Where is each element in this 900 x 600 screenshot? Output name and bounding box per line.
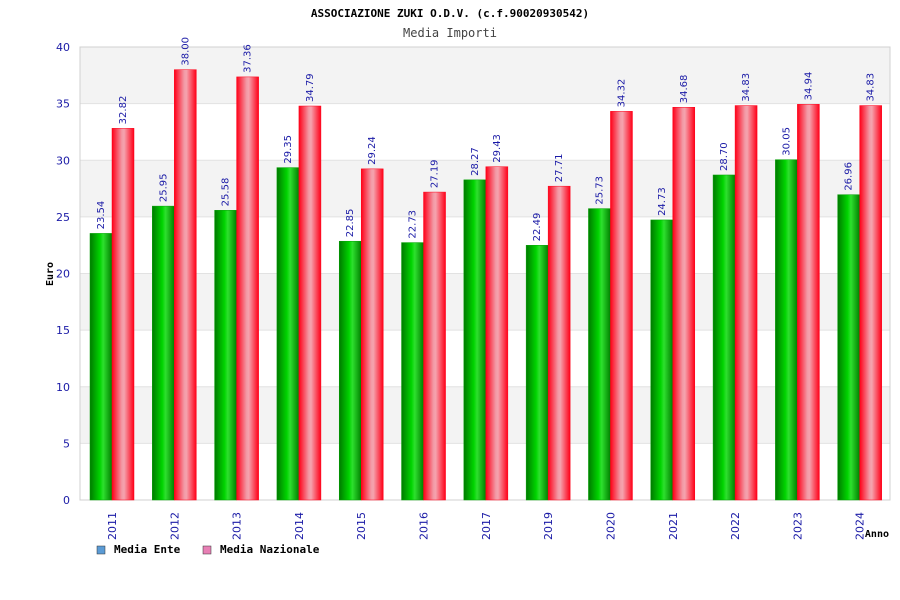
value-label-media-ente: 24.73 xyxy=(657,187,668,216)
y-tick-label: 35 xyxy=(56,98,70,111)
x-tick-label: 2015 xyxy=(355,512,368,540)
value-label-media-nazionale: 34.68 xyxy=(679,75,690,104)
bar-media-nazionale xyxy=(672,106,696,501)
x-tick-label: 2016 xyxy=(418,512,431,540)
bar-media-nazionale xyxy=(298,105,322,501)
value-label-media-nazionale: 34.32 xyxy=(616,79,627,108)
bar-media-nazionale xyxy=(485,166,509,501)
bar-media-nazionale xyxy=(423,191,446,501)
bar-media-ente xyxy=(89,233,113,501)
bar-media-nazionale xyxy=(859,105,882,501)
value-label-media-ente: 28.70 xyxy=(719,142,730,171)
bar-media-ente xyxy=(152,205,175,501)
bar-media-ente xyxy=(525,245,549,501)
chart-subtitle: Media Importi xyxy=(403,26,497,40)
bar-media-nazionale xyxy=(360,168,384,501)
legend-label-media-nazionale: Media Nazionale xyxy=(220,543,320,556)
x-tick-label: 2019 xyxy=(542,512,555,540)
value-label-media-nazionale: 34.79 xyxy=(305,73,316,102)
y-tick-label: 20 xyxy=(56,268,70,281)
plot-band xyxy=(80,47,890,104)
value-label-media-ente: 25.95 xyxy=(158,173,169,202)
value-label-media-nazionale: 34.83 xyxy=(741,73,752,102)
bar-media-ente xyxy=(276,167,300,501)
bar-media-ente xyxy=(338,240,362,501)
x-tick-label: 2017 xyxy=(480,512,493,540)
legend-label-media-ente: Media Ente xyxy=(114,543,181,556)
value-label-media-ente: 23.54 xyxy=(96,201,107,230)
value-label-media-nazionale: 29.43 xyxy=(492,134,503,163)
x-tick-label: 2020 xyxy=(604,512,617,540)
bar-media-nazionale xyxy=(174,69,197,501)
bars xyxy=(89,69,882,501)
chart-title: ASSOCIAZIONE ZUKI O.D.V. (c.f.9002093054… xyxy=(311,7,589,20)
y-tick-label: 0 xyxy=(63,494,70,507)
legend-swatch-media-ente xyxy=(96,545,106,555)
value-labels: 23.54 32.82 25.95 38.00 25.58 37.36 29.35 34.79… xyxy=(96,37,877,241)
value-label-media-nazionale: 27.19 xyxy=(430,159,441,188)
bar-media-nazionale xyxy=(111,128,135,501)
bar-media-ente xyxy=(650,219,674,501)
bar-media-nazionale xyxy=(734,105,758,501)
value-label-media-ente: 22.85 xyxy=(345,209,356,238)
value-label-media-nazionale: 32.82 xyxy=(118,96,129,125)
value-label-media-nazionale: 37.36 xyxy=(243,44,254,73)
y-tick-label: 15 xyxy=(56,324,70,337)
value-label-media-ente: 29.35 xyxy=(283,135,294,164)
x-tick-label: 2011 xyxy=(106,512,119,540)
bar-media-ente xyxy=(588,208,611,501)
x-tick-label: 2014 xyxy=(293,512,306,540)
value-label-media-ente: 30.05 xyxy=(781,127,792,156)
bar-media-ente xyxy=(712,174,736,501)
y-tick-label: 25 xyxy=(56,211,70,224)
x-tick-label: 2023 xyxy=(791,512,804,540)
bar-media-nazionale xyxy=(610,111,633,501)
bar-media-nazionale xyxy=(797,104,820,501)
value-label-media-nazionale: 38.00 xyxy=(180,37,191,66)
x-tick-label: 2021 xyxy=(667,512,680,540)
value-label-media-nazionale: 34.83 xyxy=(866,73,877,102)
value-label-media-nazionale: 29.24 xyxy=(367,136,378,165)
bar-media-nazionale xyxy=(236,76,259,501)
bar-media-ente xyxy=(775,159,798,501)
bar-media-ente xyxy=(401,242,424,501)
x-tick-label: 2022 xyxy=(729,512,742,540)
x-tick-label: 2013 xyxy=(231,512,244,540)
legend: Media Ente Media Nazionale xyxy=(96,543,320,556)
value-label-media-nazionale: 27.71 xyxy=(554,154,565,183)
bar-media-ente xyxy=(837,194,860,501)
bar-media-ente xyxy=(463,179,487,501)
legend-swatch-media-nazionale xyxy=(202,545,212,555)
y-tick-label: 10 xyxy=(56,381,70,394)
value-label-media-ente: 22.49 xyxy=(532,213,543,242)
x-tick-label: 2012 xyxy=(168,512,181,540)
value-label-media-ente: 26.96 xyxy=(844,162,855,191)
y-tick-label: 30 xyxy=(56,154,70,167)
x-tick-label: 2024 xyxy=(854,512,867,540)
y-tick-label: 40 xyxy=(56,41,70,54)
value-label-media-nazionale: 34.94 xyxy=(803,72,814,101)
bar-media-nazionale xyxy=(547,185,571,501)
value-label-media-ente: 28.27 xyxy=(470,147,481,176)
bar-media-ente xyxy=(214,210,237,501)
x-axis-label: Anno xyxy=(865,529,889,540)
plot-band xyxy=(80,103,890,161)
value-label-media-ente: 22.73 xyxy=(408,210,419,239)
y-tick-label: 5 xyxy=(63,437,70,450)
value-label-media-ente: 25.58 xyxy=(221,178,232,207)
y-axis-ticks: 0 5 10 15 20 25 30 35 40 xyxy=(56,41,70,507)
y-axis-label: Euro xyxy=(45,262,56,286)
value-label-media-ente: 25.73 xyxy=(594,176,605,205)
x-axis-ticks: 2011 2012 2013 2014 2015 2016 2017 2019 2020 2021… xyxy=(106,512,867,540)
